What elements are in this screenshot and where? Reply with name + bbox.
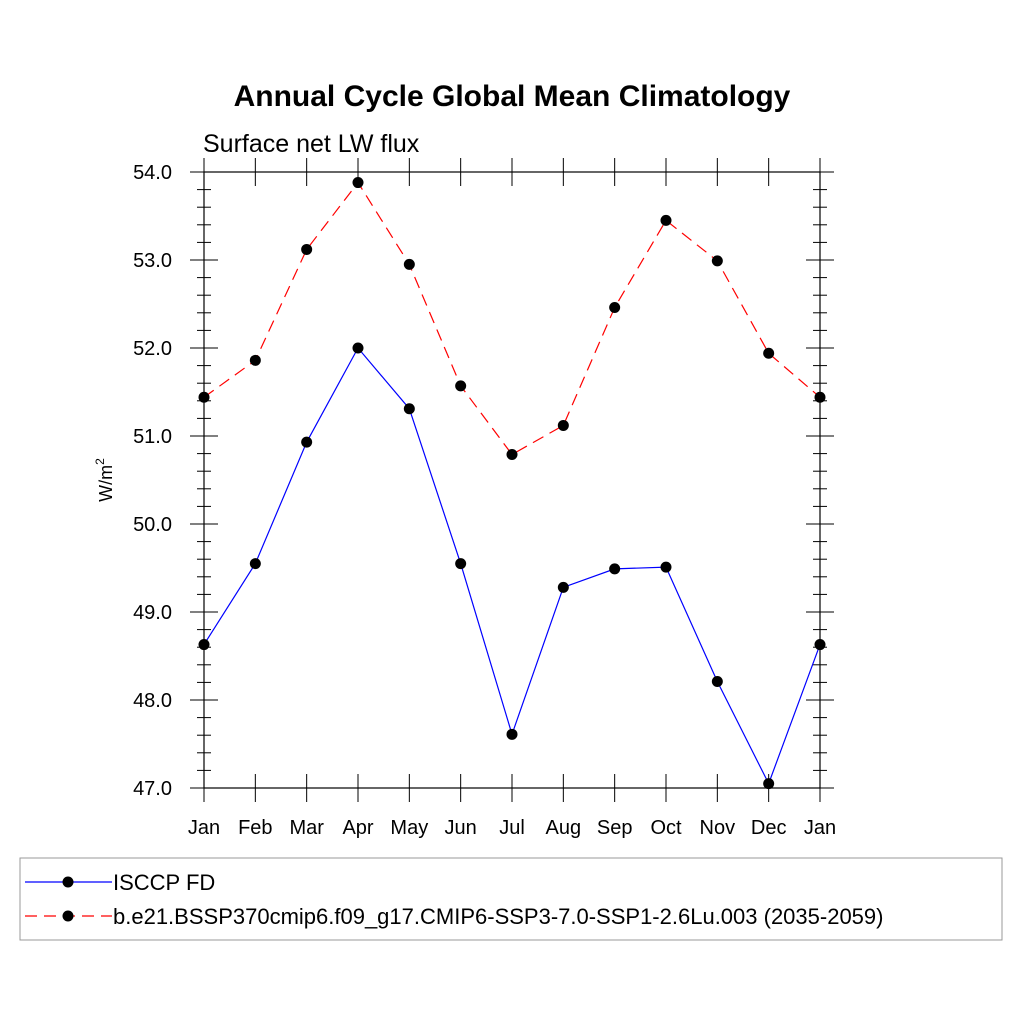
x-tick-label: Jan — [188, 817, 220, 839]
data-point-series-1 — [455, 380, 467, 392]
x-tick-label: Nov — [700, 817, 736, 839]
data-point-series-1 — [711, 255, 723, 267]
y-tick-label: 47.0 — [133, 778, 172, 800]
x-tick-label: Dec — [751, 817, 787, 839]
series-line-1 — [203, 181, 821, 456]
y-axis-label-text: W/m — [96, 465, 116, 502]
y-tick-label: 50.0 — [133, 514, 172, 536]
y-tick-label: 54.0 — [133, 162, 172, 184]
data-point-series-0 — [660, 561, 672, 573]
plot-frame — [203, 171, 821, 789]
x-tick-label: Aug — [546, 817, 582, 839]
x-tick-label: Jan — [804, 817, 836, 839]
x-tick-label: Jul — [499, 817, 525, 839]
y-tick-label: 53.0 — [133, 250, 172, 272]
legend-marker-0 — [62, 876, 74, 888]
axis-tick-labels: Jan Feb Mar Apr May Jun Jul Aug Sep Oct Nov Dec Jan 4… — [133, 162, 836, 839]
x-tick-label: Jun — [445, 817, 477, 839]
data-point-series-0 — [455, 558, 467, 570]
data-point-series-0 — [352, 342, 364, 354]
chart-subtitle: Surface net LW flux — [203, 130, 420, 158]
series-line-0 — [203, 346, 821, 786]
x-tick-label: Apr — [342, 817, 373, 839]
y-tick-label: 51.0 — [133, 426, 172, 448]
data-point-series-0 — [506, 728, 518, 740]
data-point-series-1 — [660, 214, 672, 226]
x-tick-label: May — [390, 817, 428, 839]
data-point-series-1 — [249, 354, 261, 366]
y-tick-label: 48.0 — [133, 690, 172, 712]
x-tick-label: Mar — [289, 817, 324, 839]
series-layer — [198, 177, 826, 790]
data-point-series-1 — [763, 347, 775, 359]
data-point-series-1 — [609, 302, 621, 314]
data-point-series-0 — [711, 676, 723, 688]
data-point-series-0 — [609, 563, 621, 575]
legend-label-0: ISCCP FD — [113, 870, 215, 895]
data-point-series-1 — [557, 419, 569, 431]
y-tick-label: 49.0 — [133, 602, 172, 624]
y-axis-label: W/m2 — [93, 458, 116, 502]
chart-title: Annual Cycle Global Mean Climatology — [234, 80, 791, 113]
x-tick-label: Feb — [238, 817, 272, 839]
data-point-series-1 — [352, 177, 364, 189]
data-point-series-0 — [301, 436, 313, 448]
data-point-series-1 — [301, 243, 313, 255]
data-point-series-0 — [763, 778, 775, 790]
data-point-series-0 — [403, 403, 415, 415]
legend-label-1: b.e21.BSSP370cmip6.f09_g17.CMIP6-SSP3-7.… — [113, 904, 883, 929]
x-tick-label: Oct — [650, 817, 682, 839]
y-tick-label: 52.0 — [133, 338, 172, 360]
legend-marker-1 — [62, 910, 74, 922]
x-tick-label: Sep — [597, 817, 633, 839]
svg-text:W/m2: W/m2 — [93, 458, 116, 502]
legend-box — [19, 857, 1003, 941]
data-point-series-1 — [506, 448, 518, 460]
axis-ticks — [190, 158, 834, 802]
data-point-series-1 — [403, 258, 415, 270]
data-point-series-0 — [249, 558, 261, 570]
y-axis-label-superscript: 2 — [93, 458, 107, 465]
legend: ISCCP FD b.e21.BSSP370cmip6.f09_g17.CMIP6… — [19, 857, 1003, 941]
data-point-series-0 — [557, 581, 569, 593]
